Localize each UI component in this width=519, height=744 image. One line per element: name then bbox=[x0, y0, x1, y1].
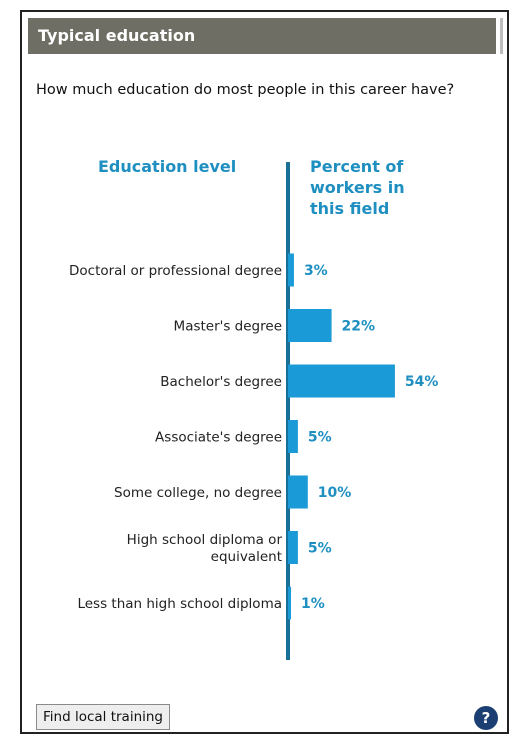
typical-education-panel: Typical education How much education do … bbox=[20, 10, 509, 734]
bar bbox=[288, 364, 395, 398]
bar bbox=[288, 475, 308, 509]
category-label: High school diploma or equivalent bbox=[127, 532, 283, 565]
help-icon[interactable]: ? bbox=[474, 706, 498, 730]
value-label: 5% bbox=[308, 430, 332, 446]
bar bbox=[288, 253, 294, 287]
value-label: 10% bbox=[318, 485, 352, 501]
category-label: Some college, no degree bbox=[114, 485, 282, 501]
bar bbox=[288, 531, 298, 564]
bar bbox=[288, 586, 291, 620]
question-text: How much education do most people in thi… bbox=[36, 82, 455, 98]
category-label: Master's degree bbox=[174, 319, 282, 335]
bar bbox=[288, 420, 298, 453]
value-label: 22% bbox=[342, 319, 376, 335]
category-label: Associate's degree bbox=[155, 430, 282, 446]
value-label: 1% bbox=[301, 596, 325, 612]
value-label: 54% bbox=[405, 374, 439, 390]
value-label: 3% bbox=[304, 263, 328, 279]
value-label: 5% bbox=[308, 541, 332, 557]
category-label: Less than high school diploma bbox=[77, 596, 282, 612]
category-label: Doctoral or professional degree bbox=[69, 263, 282, 279]
column-header-education-level: Education level bbox=[98, 157, 237, 176]
category-label: Bachelor's degree bbox=[160, 374, 282, 390]
panel-title: Typical education bbox=[28, 18, 496, 54]
scrollbar[interactable] bbox=[500, 18, 503, 54]
education-bar-chart: Doctoral or professional degree 3% Master'… bbox=[69, 162, 439, 660]
find-local-training-button[interactable]: Find local training bbox=[36, 704, 170, 730]
column-header-percent: Percent of workers in this field bbox=[310, 157, 405, 218]
bar bbox=[288, 309, 332, 342]
